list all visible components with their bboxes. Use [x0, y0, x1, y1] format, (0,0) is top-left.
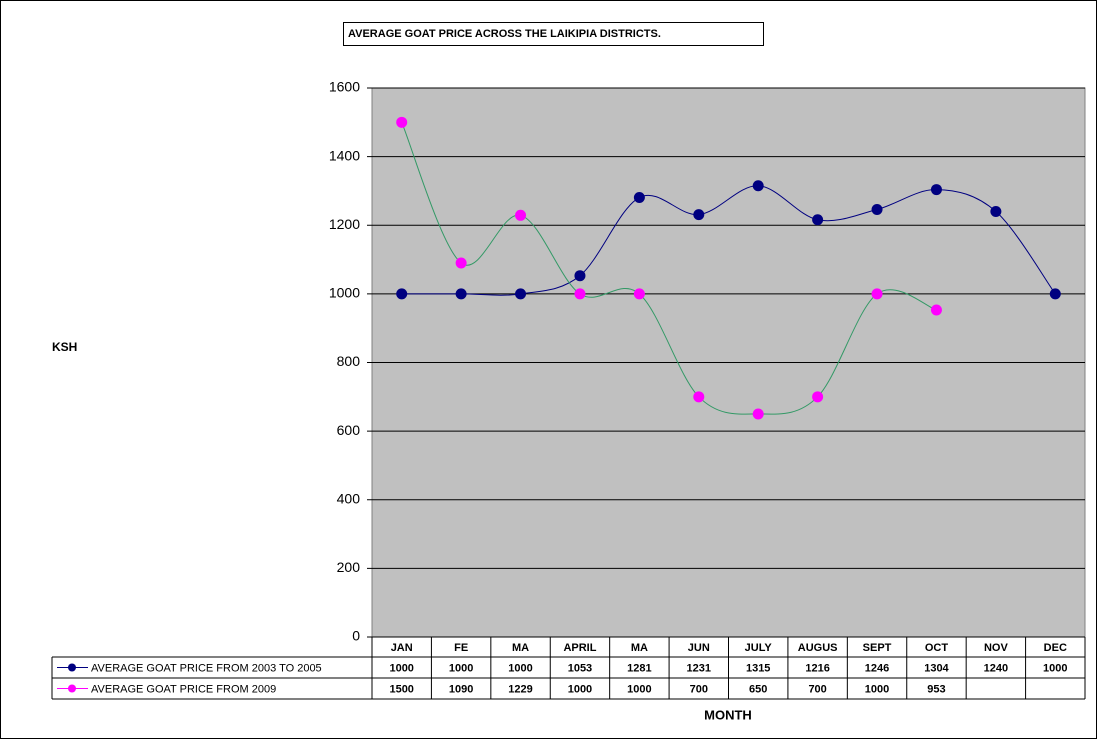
table-value: 1216 [805, 662, 829, 674]
table-value: 1315 [746, 662, 770, 674]
point [812, 391, 824, 403]
x-tick-label: MA [512, 642, 529, 654]
point [633, 191, 645, 203]
legend-key-marker [68, 684, 76, 693]
x-tick-label: DEC [1044, 642, 1067, 654]
table-value: 1229 [508, 683, 532, 695]
x-tick-label: AUGUS [798, 642, 838, 654]
y-tick-label: 200 [337, 559, 361, 575]
x-tick-label: JUN [688, 642, 710, 654]
legend-label: AVERAGE GOAT PRICE FROM 2009 [91, 683, 276, 695]
series-line [401, 122, 937, 415]
x-tick-label: NOV [984, 642, 1009, 654]
table-value: 700 [808, 683, 826, 695]
y-tick-label: 400 [337, 490, 361, 506]
y-tick-label: 1400 [329, 147, 360, 163]
table-value: 650 [749, 683, 767, 695]
x-tick-label: JAN [391, 642, 413, 654]
legend-key-marker [68, 663, 76, 672]
point [574, 270, 586, 282]
y-tick-label: 1000 [329, 285, 360, 301]
table-value: 1000 [1043, 662, 1067, 674]
table-value: 1000 [389, 662, 413, 674]
point [455, 257, 467, 269]
x-tick-label: FE [454, 642, 468, 654]
point [871, 203, 883, 215]
point [752, 180, 764, 192]
table-value: 1000 [865, 683, 889, 695]
x-tick-label: JULY [745, 642, 773, 654]
point [693, 209, 705, 221]
x-tick-label: APRIL [563, 642, 596, 654]
point [990, 206, 1002, 218]
table-value: 1000 [508, 662, 532, 674]
table-value: 1304 [924, 662, 949, 674]
point [396, 116, 408, 128]
table-value: 953 [927, 683, 945, 695]
point [455, 288, 467, 300]
y-tick-label: 1200 [329, 216, 360, 232]
table-value: 1000 [627, 683, 651, 695]
point [930, 184, 942, 196]
y-axis-label: KSH [52, 340, 77, 354]
table-value: 1281 [627, 662, 651, 674]
x-axis-label: MONTH [704, 707, 752, 722]
x-tick-label: OCT [925, 642, 949, 654]
point [396, 288, 408, 300]
table-value: 1000 [568, 683, 592, 695]
point [871, 288, 883, 300]
table-value: 1090 [449, 683, 473, 695]
y-tick-label: 1600 [329, 79, 360, 95]
point [812, 214, 824, 226]
y-tick-label: 0 [352, 628, 360, 644]
title-box [343, 22, 764, 46]
table-value: 1500 [389, 683, 413, 695]
point [574, 288, 586, 300]
point [752, 408, 764, 420]
x-tick-label: MA [631, 642, 648, 654]
table-value: 1053 [568, 662, 592, 674]
table-value: 1240 [984, 662, 1008, 674]
point [515, 288, 527, 300]
legend-label: AVERAGE GOAT PRICE FROM 2003 TO 2005 [91, 662, 322, 674]
x-tick-label: SEPT [863, 642, 892, 654]
point [1049, 288, 1061, 300]
chart-title: AVERAGE GOAT PRICE ACROSS THE LAIKIPIA D… [348, 28, 661, 40]
point [515, 209, 527, 221]
y-tick-label: 800 [337, 353, 361, 369]
table-value: 1246 [865, 662, 889, 674]
point [693, 391, 705, 403]
point [930, 304, 942, 316]
table-value: 700 [690, 683, 708, 695]
table-value: 1000 [449, 662, 473, 674]
table-value: 1231 [687, 662, 711, 674]
point [633, 288, 645, 300]
y-tick-label: 600 [337, 422, 361, 438]
